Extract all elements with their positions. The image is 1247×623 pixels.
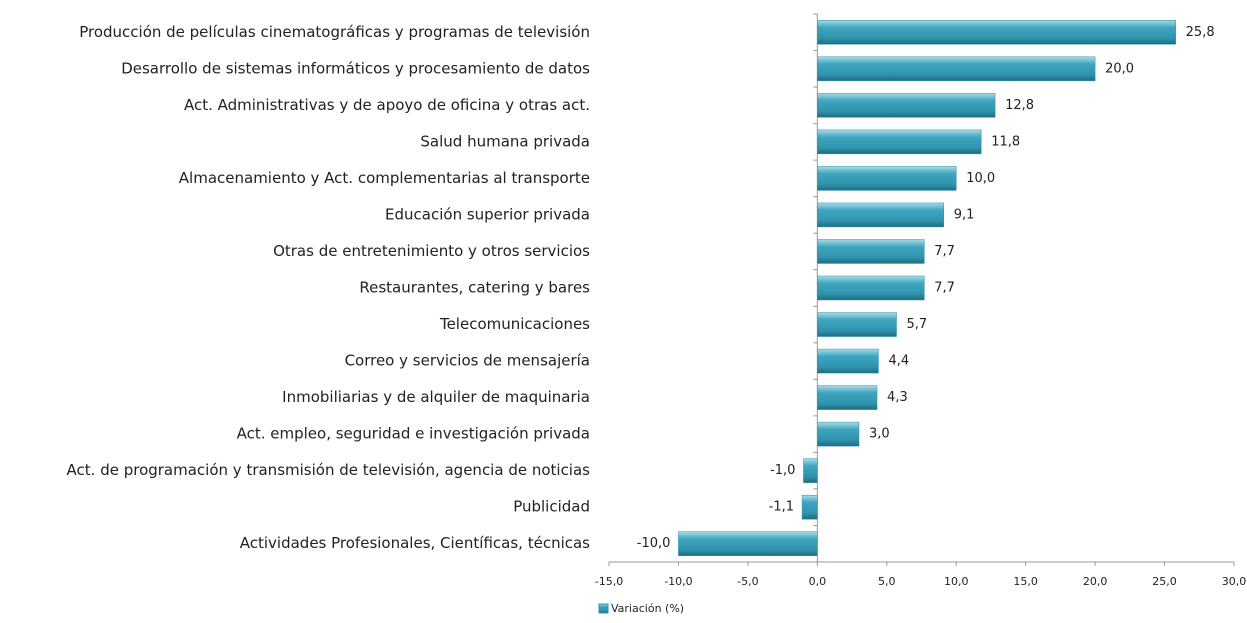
category-label: Correo y servicios de mensajería: [345, 352, 590, 370]
x-tick-label: 15,0: [1013, 575, 1038, 588]
category-label: Act. de programación y transmisión de te…: [67, 461, 591, 479]
bar: [817, 166, 957, 191]
x-tick-label: -5,0: [737, 575, 758, 588]
bar: [817, 56, 1096, 82]
legend-swatch: [598, 603, 609, 614]
bar: [801, 494, 818, 520]
bar: [817, 93, 996, 118]
bar: [817, 385, 878, 410]
category-label: Almacenamiento y Act. complementarias al…: [179, 169, 590, 187]
x-tick-label: -15,0: [595, 575, 623, 588]
category-label: Publicidad: [513, 498, 590, 516]
legend-label: Variación (%): [611, 602, 684, 615]
category-label: Otras de entretenimiento y otros servici…: [273, 242, 590, 260]
bar: [817, 275, 925, 301]
bar: [803, 458, 818, 483]
value-label: 3,0: [869, 427, 890, 442]
category-label: Telecomunicaciones: [439, 315, 590, 333]
x-tick-label: 30,0: [1222, 575, 1247, 588]
bar: [817, 239, 925, 264]
bar: [817, 129, 982, 155]
category-label: Act. empleo, seguridad e investigación p…: [237, 425, 590, 443]
value-label: 20,0: [1105, 61, 1134, 76]
category-label: Desarrollo de sistemas informáticos y pr…: [121, 59, 590, 77]
value-label: 25,8: [1186, 25, 1215, 40]
value-label: 4,4: [888, 354, 909, 369]
category-label: Inmobiliarias y de alquiler de maquinari…: [282, 388, 590, 406]
value-label: 12,8: [1005, 98, 1034, 113]
value-label: 4,3: [887, 390, 908, 405]
x-tick-label: 0,0: [809, 575, 827, 588]
x-tick-label: 25,0: [1152, 575, 1177, 588]
category-label: Actividades Profesionales, Científicas, …: [240, 534, 590, 552]
x-tick-label: 10,0: [944, 575, 969, 588]
bar: [817, 202, 944, 228]
category-label: Act. Administrativas y de apoyo de ofici…: [184, 96, 590, 114]
category-label: Educación superior privada: [385, 205, 590, 223]
x-tick-label: -10,0: [664, 575, 692, 588]
bar: [817, 20, 1176, 45]
value-label: -1,0: [770, 463, 795, 478]
bar: [817, 312, 897, 337]
x-tick-label: 20,0: [1083, 575, 1108, 588]
category-label: Restaurantes, catering y bares: [359, 279, 590, 297]
value-label: -10,0: [637, 536, 671, 551]
value-label: 7,7: [934, 281, 955, 296]
x-tick-label: 5,0: [878, 575, 896, 588]
value-label: 7,7: [934, 244, 955, 259]
category-label: Producción de películas cinematográficas…: [79, 23, 590, 41]
category-label: Salud humana privada: [420, 132, 590, 150]
value-label: 5,7: [907, 317, 928, 332]
value-label: -1,1: [769, 500, 794, 515]
value-label: 11,8: [991, 134, 1020, 149]
bar: [817, 421, 860, 447]
value-label: 10,0: [966, 171, 995, 186]
value-label: 9,1: [954, 207, 975, 222]
bar: [678, 531, 818, 556]
bar: [817, 348, 879, 374]
